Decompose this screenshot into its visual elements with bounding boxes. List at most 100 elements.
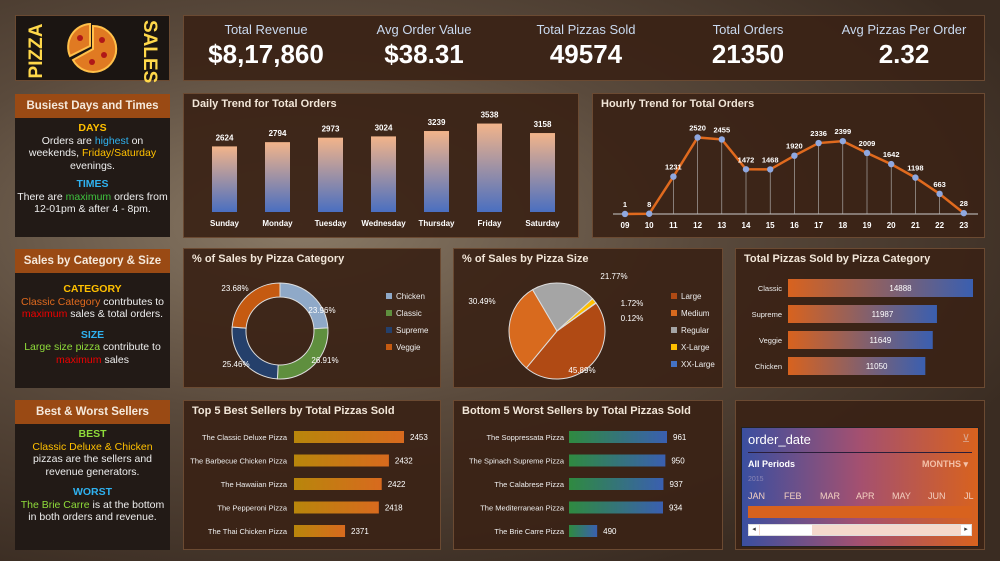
order-date-slicer[interactable]: order_date ⊻ All Periods MONTHS ▾ 2015 J… [741,427,979,547]
text: maximum [56,353,102,366]
top5-panel: Top 5 Best Sellers by Total Pizzas Sold T… [183,400,441,550]
legend-swatch [671,344,677,350]
y-tick-label: Veggie [759,336,782,345]
month-label[interactable]: JL [964,491,974,501]
logo: PIZZA SALES [15,15,170,84]
data-point [912,174,919,181]
data-label: 45.89% [568,366,595,375]
data-label: 937 [669,480,683,489]
timeline-selection-bar[interactable] [748,506,972,518]
chart-title: % of Sales by Pizza Category [192,253,345,265]
hourly-trend-panel: Hourly Trend for Total Orders 09 10 11 12 13 1… [592,93,985,238]
data-label: 2432 [395,457,413,466]
data-label: 11649 [870,336,892,345]
data-point [863,149,871,157]
x-tick-label: Monday [262,219,293,228]
x-tick-label: 19 [863,221,872,230]
month-label[interactable]: FEB [784,491,802,501]
x-tick-label: Thursday [418,219,455,228]
data-label: 25.46% [222,360,249,369]
data-point [936,190,943,198]
legend-swatch [386,310,392,316]
x-tick-label: 12 [693,221,702,230]
legend-label: Classic [396,309,422,318]
bar [569,454,666,467]
data-label: 934 [669,504,683,513]
bar [294,525,346,537]
text: Orders are [41,134,95,147]
text: sales & total orders. [67,308,164,320]
slice-xx-large [556,302,597,332]
text: sales [101,353,129,366]
data-label: 1 [623,200,627,209]
insight-title: Best & Worst Sellers [15,400,170,424]
pizzas-by-category-panel: Total Pizzas Sold by Pizza Category Class… [735,248,985,388]
timeline-scrollbar[interactable]: ◂ ▸ [748,524,972,536]
x-tick-label: 11 [669,221,678,230]
data-label: 3158 [534,120,552,129]
insight-heading: WORST [72,486,113,498]
month-label[interactable]: JAN [748,491,766,501]
scroll-right-arrow[interactable]: ▸ [961,525,971,535]
data-label: 2455 [713,125,730,134]
chart-title: % of Sales by Pizza Size [462,253,589,265]
slicer-title: order_date [748,432,811,447]
data-point [960,209,967,217]
chart-title: Hourly Trend for Total Orders [601,98,755,110]
month-label[interactable]: MAY [892,491,911,501]
data-label: 11050 [866,362,888,371]
x-tick-label: 10 [645,221,654,230]
x-tick-label: 16 [790,221,799,230]
data-label: 26.91% [311,356,338,365]
text: maximum [21,308,68,320]
bar [788,357,926,375]
kpi-label: Avg Order Value [376,22,472,37]
scroll-left-arrow[interactable]: ◂ [749,525,759,535]
text: orders from 12-01pm & after 4 - 8pm. [34,190,168,216]
bar [294,501,379,514]
data-label: 3024 [375,123,393,132]
data-label: 2399 [834,127,851,136]
data-point [718,136,725,143]
data-label: 2422 [388,480,406,489]
data-point [694,134,701,141]
data-label: 2453 [410,433,428,442]
x-tick-label: 09 [621,221,630,230]
legend-label: Medium [681,309,710,318]
legend-label: Regular [681,326,709,335]
kpi-bar: Total Revenue $8,17,860 Avg Order Value $3… [183,15,985,81]
month-label[interactable]: MAR [820,491,840,501]
bar [569,478,664,490]
kpi-total-orders: Total Orders 21350 [668,16,828,70]
data-label: 14888 [889,284,912,293]
chart-title: Top 5 Best Sellers by Total Pizzas Sold [192,405,395,417]
x-tick-label: 23 [959,221,968,230]
data-point [839,137,846,145]
x-tick-label: 18 [838,221,847,230]
slice-supreme [231,326,279,380]
time-level-dropdown[interactable]: MONTHS ▾ [922,459,968,470]
bar-tuesday [318,137,343,212]
text: maximum [65,190,112,203]
data-point [767,166,774,173]
y-tick-label: The Thai Chicken Pizza [208,527,288,536]
data-label: 961 [673,433,687,442]
x-tick-label: 17 [814,221,823,230]
x-tick-label: 22 [935,221,944,230]
bar-wednesday [371,136,396,212]
month-label[interactable]: JUN [928,491,946,501]
x-tick-label: 21 [911,221,920,230]
data-label: 1642 [883,150,900,159]
month-label[interactable]: APR [856,491,875,501]
kpi-avg-order-value: Avg Order Value $38.31 [344,16,504,70]
clear-filter-icon[interactable]: ⊻ [961,433,970,445]
bar-saturday [530,133,555,212]
insight-busiest-days: DAYS Orders are highest on weekends, Fri… [15,118,170,237]
logo-text-sales: SALES [139,20,160,84]
scroll-thumb[interactable] [760,525,812,535]
data-label: 950 [671,457,685,466]
x-tick-label: Friday [477,219,502,228]
data-label: 3538 [481,111,499,120]
data-label: 663 [933,180,946,189]
daily-trend-panel: Daily Trend for Total Orders 2624 Sunday 27… [183,93,579,238]
